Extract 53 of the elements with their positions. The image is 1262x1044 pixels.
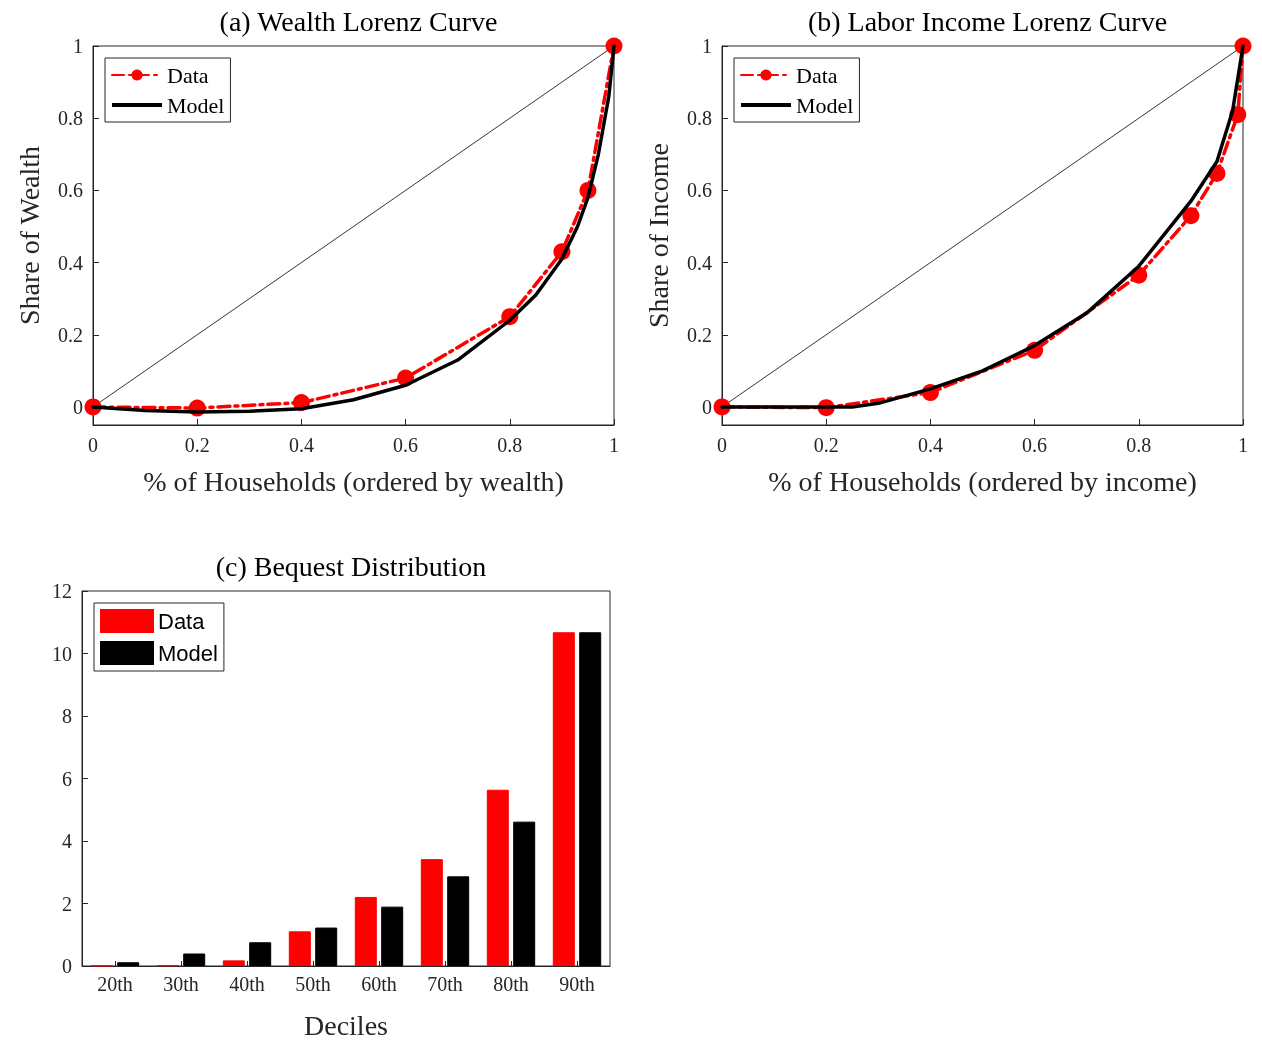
y-tick-label: 0	[702, 395, 712, 418]
y-tick-label: 0.4	[687, 251, 712, 274]
x-tick-label: 80th	[493, 973, 529, 995]
y-tick-label: 0.6	[687, 179, 712, 202]
x-tick-label: 50th	[295, 973, 331, 995]
chart-title: (a) Wealth Lorenz Curve	[219, 5, 498, 37]
x-tick-label: 0	[717, 434, 727, 456]
legend-label: Data	[158, 608, 206, 634]
y-tick-label: 0	[62, 955, 72, 977]
x-axis-title: % of Households (ordered by income)	[768, 465, 1197, 497]
y-tick-label: 12	[52, 580, 72, 602]
x-tick-label: 70th	[427, 973, 463, 995]
x-tick-label: 0.6	[1022, 434, 1048, 456]
x-tick-label: 40th	[229, 973, 265, 995]
x-tick-label: 1	[609, 434, 619, 456]
legend-label: Model	[796, 92, 854, 118]
x-tick-label: 0.8	[1126, 434, 1152, 456]
x-tick-label: 20th	[97, 973, 133, 995]
x-tick-label: 0.2	[813, 434, 839, 456]
legend-label: Model	[167, 92, 225, 118]
y-tick-label: 2	[62, 892, 72, 915]
legend-label: Model	[158, 640, 218, 666]
x-axis-title: % of Households (ordered by wealth)	[143, 465, 564, 497]
y-tick-label: 1	[73, 35, 83, 57]
x-tick-label: 60th	[361, 973, 397, 995]
y-tick-label: 1	[702, 35, 712, 57]
y-tick-label: 4	[62, 830, 72, 852]
legend-label: Data	[796, 62, 838, 88]
y-tick-label: 0.6	[58, 179, 83, 202]
y-tick-label: 8	[62, 705, 72, 727]
y-tick-label: 0.2	[687, 323, 712, 346]
x-tick-label: 0.8	[497, 434, 523, 456]
x-tick-label: 30th	[163, 973, 199, 995]
y-tick-label: 6	[62, 767, 72, 790]
x-tick-label: 0.4	[917, 434, 943, 456]
x-axis-title: Deciles	[304, 1009, 388, 1041]
y-tick-label: 0.8	[58, 107, 83, 130]
x-tick-label: 1	[1238, 434, 1248, 456]
y-tick-label: 0.8	[687, 107, 712, 130]
y-axis-title: Share of Wealth	[13, 145, 45, 326]
chart-title: (c) Bequest Distribution	[215, 550, 487, 582]
y-tick-label: 0.4	[58, 251, 83, 274]
x-tick-label: 0.2	[184, 434, 210, 456]
y-axis-title: Share of Income	[642, 142, 674, 329]
x-tick-label: 0	[88, 434, 98, 456]
x-tick-label: 0.4	[288, 434, 314, 456]
x-tick-label: 90th	[559, 973, 595, 995]
y-tick-label: 0.2	[58, 323, 83, 346]
y-tick-label: 10	[52, 642, 72, 665]
y-tick-label: 0	[73, 395, 83, 418]
chart-title: (b) Labor Income Lorenz Curve	[807, 5, 1168, 37]
legend-label: Data	[167, 62, 209, 88]
x-tick-label: 0.6	[393, 434, 419, 456]
